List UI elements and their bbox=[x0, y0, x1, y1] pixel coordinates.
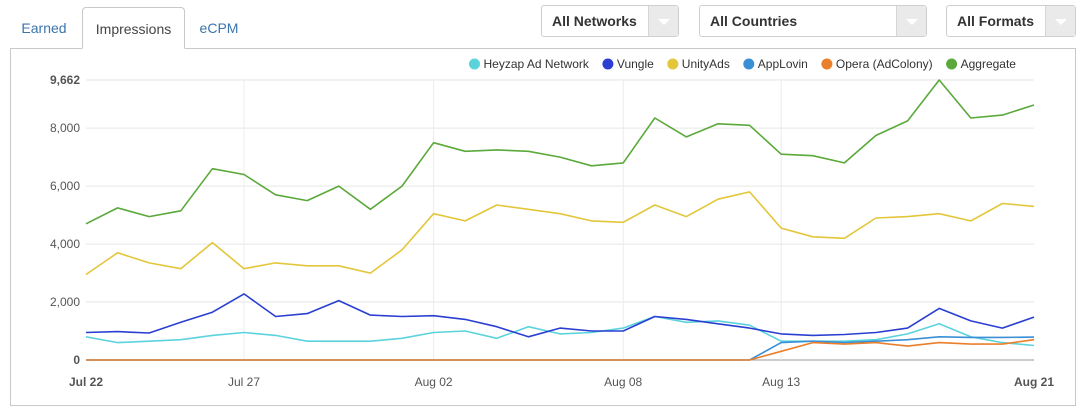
chart-panel bbox=[10, 48, 1076, 406]
series-line-vungle bbox=[85, 293, 1035, 338]
legend-item[interactable]: Opera (AdColony) bbox=[821, 57, 933, 71]
legend-item[interactable]: Aggregate bbox=[946, 57, 1016, 71]
x-tick-label: Aug 08 bbox=[604, 375, 642, 389]
series-line-unityads bbox=[85, 191, 1035, 276]
format-select[interactable]: All Formats bbox=[946, 5, 1076, 37]
chevron-down-icon bbox=[896, 6, 926, 36]
y-tick-label: 4,000 bbox=[50, 237, 80, 251]
chart-series bbox=[85, 79, 1035, 361]
legend-item[interactable]: UnityAds bbox=[667, 57, 730, 71]
legend-marker bbox=[821, 58, 833, 70]
x-tick-label: Aug 21 bbox=[1014, 375, 1054, 389]
x-tick-label: Jul 27 bbox=[228, 375, 260, 389]
country-select[interactable]: All Countries bbox=[699, 5, 927, 37]
tab-earned[interactable]: Earned bbox=[21, 20, 67, 36]
x-tick-label: Jul 22 bbox=[69, 375, 103, 389]
y-axis: 0 2,000 4,000 6,000 8,000 9,662 bbox=[50, 73, 80, 367]
chart-grid bbox=[86, 79, 1034, 361]
legend-item[interactable]: Vungle bbox=[602, 57, 654, 71]
legend-label: UnityAds bbox=[682, 57, 730, 71]
legend-item[interactable]: Heyzap Ad Network bbox=[469, 57, 590, 71]
legend-marker bbox=[743, 58, 755, 70]
format-select-value: All Formats bbox=[957, 13, 1035, 29]
network-select[interactable]: All Networks bbox=[541, 5, 679, 37]
legend-marker bbox=[667, 58, 679, 70]
legend-label: Heyzap Ad Network bbox=[484, 57, 590, 71]
tab-impressions[interactable]: Impressions bbox=[82, 7, 185, 49]
x-axis: Jul 22 Jul 27 Aug 02 Aug 08 Aug 13 Aug 21 bbox=[69, 375, 1054, 389]
series-line-aggregate bbox=[85, 79, 1035, 225]
x-tick-label: Aug 13 bbox=[762, 375, 800, 389]
chart-legend: Heyzap Ad Network Vungle UnityAds AppLovin O… bbox=[469, 57, 1016, 71]
legend-label: AppLovin bbox=[758, 57, 808, 71]
legend-marker bbox=[602, 58, 614, 70]
chevron-down-icon bbox=[648, 6, 678, 36]
legend-item[interactable]: AppLovin bbox=[743, 57, 808, 71]
tab-ecpm[interactable]: eCPM bbox=[199, 20, 239, 36]
legend-label: Vungle bbox=[617, 57, 654, 71]
series-line-heyzap-ad-network bbox=[85, 315, 1035, 347]
y-tick-label: 2,000 bbox=[50, 295, 80, 309]
y-tick-label: 6,000 bbox=[50, 179, 80, 193]
legend-marker bbox=[946, 58, 958, 70]
series-line-opera-adcolony bbox=[86, 338, 1035, 361]
country-select-value: All Countries bbox=[710, 13, 798, 29]
chevron-down-icon bbox=[1045, 6, 1075, 36]
chart-tabs: Earned Impressions eCPM bbox=[0, 0, 420, 49]
y-tick-label: 9,662 bbox=[50, 73, 80, 87]
series-line-applovin bbox=[86, 335, 1035, 361]
network-select-value: All Networks bbox=[552, 13, 637, 29]
x-tick-label: Aug 02 bbox=[415, 375, 453, 389]
legend-label: Opera (AdColony) bbox=[836, 57, 933, 71]
y-tick-label: 0 bbox=[73, 353, 80, 367]
legend-label: Aggregate bbox=[961, 57, 1017, 71]
y-tick-label: 8,000 bbox=[50, 121, 80, 135]
legend-marker bbox=[469, 58, 480, 70]
